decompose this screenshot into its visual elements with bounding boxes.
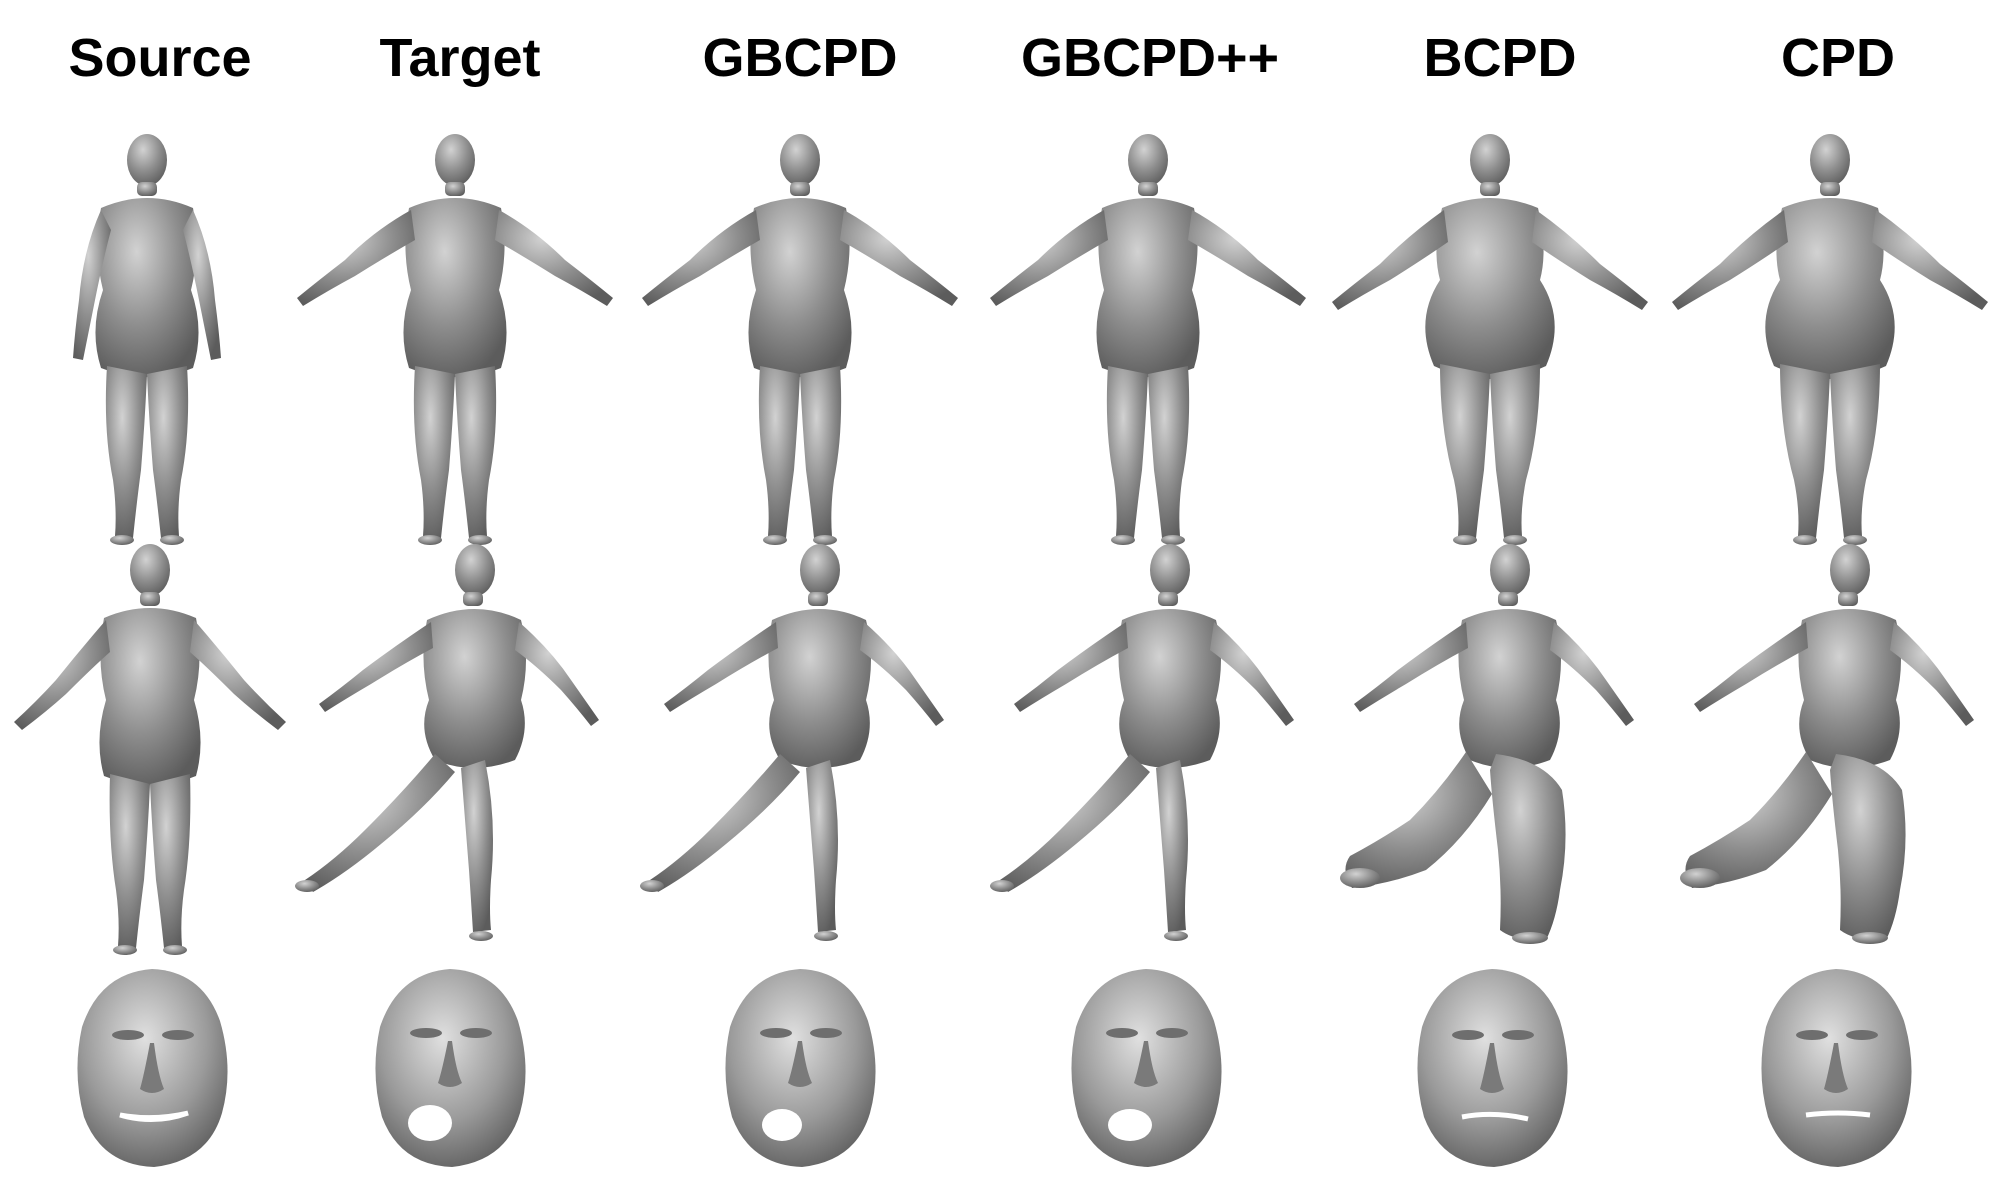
mesh-row3-bcpd [1410,965,1576,1171]
mesh-row2-target [285,540,615,960]
column-title-source: Source [68,28,252,88]
mesh-row3-gbcpd [718,965,884,1171]
results-grid [0,110,2000,1200]
mesh-row1-gbcpd [630,130,970,550]
column-title-bcpd: BCPD [1423,28,1577,88]
mesh-row1-cpd [1660,130,2000,550]
column-title-cpd: CPD [1780,28,1895,88]
mesh-row2-source [0,540,300,960]
mesh-row1-bcpd [1320,130,1660,550]
column-title-gbcpd: GBCPD [702,28,898,88]
mesh-row3-gbcpd-plus-plus [1064,965,1230,1171]
column-title-target: Target [379,28,541,88]
mesh-row1-source [57,130,237,550]
mesh-row3-cpd [1754,965,1920,1171]
column-title-gbcpd-plus-plus: GBCPD++ [1020,28,1280,88]
mesh-row1-target [285,130,625,550]
mesh-row2-cpd [1660,540,1990,960]
column-header-row: Source Target GBCPD GBCPD++ BCPD CPD [0,18,2000,98]
mesh-row3-target [368,965,534,1171]
mesh-row2-gbcpd [630,540,960,960]
mesh-row1-gbcpd-plus-plus [978,130,1318,550]
mesh-row3-source [70,965,236,1171]
mesh-row2-bcpd [1320,540,1650,960]
mesh-row2-gbcpd-plus-plus [980,540,1310,960]
